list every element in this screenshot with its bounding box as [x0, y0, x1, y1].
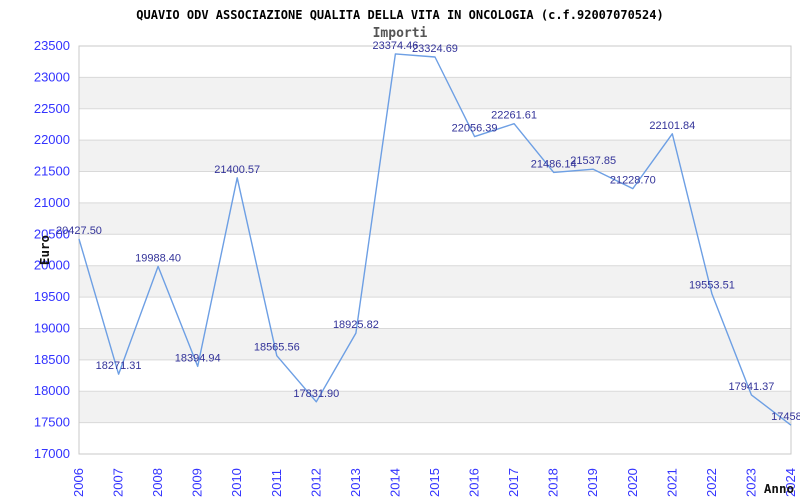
- x-tick-label: 2016: [467, 468, 482, 497]
- y-tick-label: 21500: [34, 164, 70, 179]
- series-line-importi: [78, 53, 792, 426]
- y-tick-label: 20500: [34, 226, 70, 241]
- x-tick-label: 2019: [585, 468, 600, 497]
- y-tick-label: 19500: [34, 289, 70, 304]
- plot-border: [78, 45, 792, 455]
- plot-band: [79, 77, 791, 109]
- data-label: 22056.39: [452, 123, 498, 135]
- data-label: 17831.90: [293, 388, 339, 400]
- x-tick-label: 2007: [111, 468, 126, 497]
- data-label: 19988.40: [135, 252, 181, 264]
- y-tick-label: 20000: [34, 258, 70, 273]
- y-tick-label: 22500: [34, 101, 70, 116]
- data-label: 21486.14: [531, 158, 577, 170]
- plot-band: [79, 391, 791, 423]
- legend-series-importi: Importi: [372, 26, 428, 41]
- y-axis-title: Euro: [37, 235, 52, 265]
- data-label: 20427.50: [56, 225, 102, 237]
- x-tick-label: 2014: [387, 468, 402, 497]
- y-tick-label: 22000: [34, 132, 70, 147]
- y-tick-label: 19000: [34, 320, 70, 335]
- plot-band: [79, 297, 791, 329]
- data-label: 18394.94: [175, 352, 221, 364]
- plot-band: [79, 422, 791, 454]
- plot-band: [79, 328, 791, 360]
- x-tick-label: 2018: [546, 468, 561, 497]
- x-tick-label: 2024: [783, 468, 798, 497]
- x-tick-label: 2012: [308, 468, 323, 497]
- data-label: 23374.46: [372, 40, 418, 52]
- y-tick-label: 23500: [34, 38, 70, 53]
- x-tick-label: 2011: [269, 469, 284, 497]
- plot-band: [79, 202, 791, 235]
- x-tick-label: 2023: [743, 468, 758, 497]
- x-tick-label: 2021: [664, 468, 679, 497]
- data-label: 21400.57: [214, 164, 260, 176]
- y-tick-label: 17500: [34, 415, 70, 430]
- data-label: 17458.7: [771, 411, 800, 423]
- y-tick-label: 23000: [34, 69, 70, 84]
- data-label: 18271.31: [96, 360, 142, 372]
- data-label: 23324.69: [412, 43, 458, 55]
- data-label: 18565.56: [254, 342, 300, 354]
- data-label: 21228.70: [610, 175, 656, 187]
- x-tick-label: 2020: [625, 468, 640, 497]
- x-tick-label: 2022: [704, 468, 719, 497]
- data-label: 17941.37: [728, 381, 774, 393]
- data-label: 22261.61: [491, 110, 537, 122]
- x-tick-label: 2017: [506, 468, 521, 497]
- x-tick-label: 2009: [190, 468, 205, 497]
- y-tick-label: 17000: [34, 446, 70, 461]
- x-tick-label: 2010: [229, 468, 244, 497]
- x-tick-label: 2013: [348, 468, 363, 497]
- data-label: 21537.85: [570, 155, 616, 167]
- plot-band: [79, 140, 791, 172]
- x-tick-label: 2015: [427, 468, 442, 497]
- x-tick-label: 2008: [150, 468, 165, 497]
- y-tick-label: 18500: [34, 352, 70, 367]
- data-label: 18925.82: [333, 319, 379, 331]
- y-tick-label: 21000: [34, 195, 70, 210]
- y-tick-label: 18000: [34, 383, 70, 398]
- plot-band: [79, 46, 791, 78]
- data-label: 22101.84: [649, 120, 695, 132]
- x-axis-title: Anno: [764, 481, 794, 496]
- x-tick-label: 2006: [71, 468, 86, 497]
- plot-band: [79, 234, 791, 266]
- chart-title: QUAVIO ODV ASSOCIAZIONE QUALITA DELLA VI…: [136, 8, 664, 22]
- plot-band: [79, 265, 791, 298]
- data-label: 19553.51: [689, 280, 735, 292]
- plot-band: [79, 359, 791, 392]
- plot-band: [79, 171, 791, 203]
